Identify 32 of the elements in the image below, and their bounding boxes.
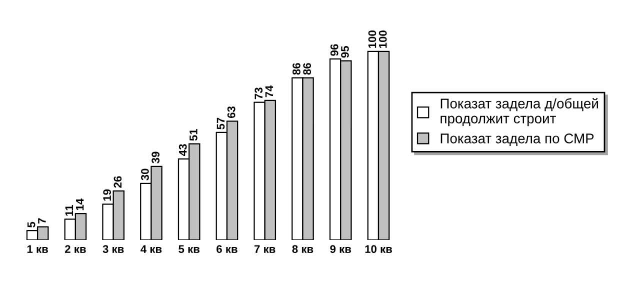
data-label: 5 [27,222,36,228]
x-tick-label: 3 кв [102,245,124,254]
data-label: 26 [114,176,122,188]
data-label: 86 [303,63,312,75]
legend-label: Показат задела по СМР [440,134,594,146]
data-label: 63 [227,106,236,118]
data-label: 30 [141,168,149,180]
data-label: 100 [368,30,376,48]
data-label: 100 [378,30,387,48]
x-tick-label: 10 кв [365,245,392,254]
x-tick-label: 8 кв [292,245,314,254]
x-tick-label: 9 кв [330,245,352,254]
data-label: 95 [341,46,349,58]
data-label: 19 [103,189,112,201]
x-tick-label: 6 кв [216,245,238,254]
legend-label: Показат задела д/общей продолжит строит [440,98,598,126]
data-label: 51 [190,128,198,141]
data-label: 11 [65,205,74,216]
x-tick-label: 2 кв [65,245,86,253]
data-label: 39 [152,152,160,164]
data-label: 57 [216,118,225,130]
data-label: 43 [178,144,187,156]
data-label: 73 [254,88,263,100]
x-tick-label: 1 кв [27,245,48,253]
x-tick-label: 7 кв [254,245,276,253]
data-label: 14 [76,198,84,210]
data-label: 96 [330,44,338,56]
data-label: 86 [292,63,300,75]
data-label: 74 [265,85,274,98]
data-label: 7 [38,218,46,224]
x-tick-label: 4 кв [140,245,162,253]
x-tick-label: 5 кв [178,245,200,254]
